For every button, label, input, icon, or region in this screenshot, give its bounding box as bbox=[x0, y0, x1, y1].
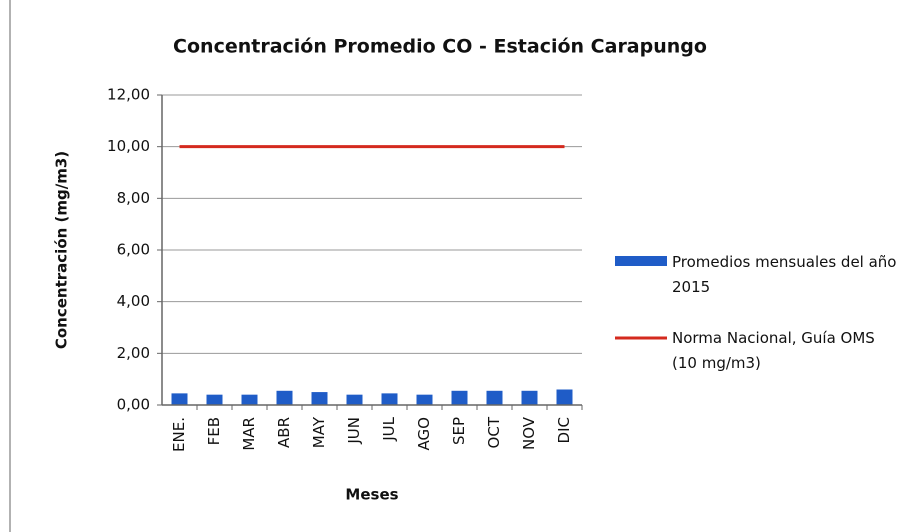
bar bbox=[416, 394, 433, 405]
bar bbox=[556, 389, 573, 405]
bar bbox=[346, 394, 363, 405]
bar bbox=[451, 390, 468, 405]
x-tick-label: NOV bbox=[520, 416, 538, 450]
bar bbox=[206, 394, 223, 405]
y-tick-label: 6,00 bbox=[117, 241, 150, 259]
bar bbox=[171, 393, 188, 405]
y-tick-label: 4,00 bbox=[117, 292, 150, 310]
bar bbox=[276, 390, 293, 405]
y-tick-label: 2,00 bbox=[117, 344, 150, 362]
x-tick-label: AGO bbox=[415, 417, 433, 450]
bar bbox=[311, 392, 328, 405]
bar bbox=[486, 390, 503, 405]
bar bbox=[241, 394, 258, 405]
y-tick-label: 0,00 bbox=[117, 396, 150, 414]
legend-label: Norma Nacional, Guía OMS (10 mg/m3) bbox=[672, 329, 875, 372]
x-tick-label: MAR bbox=[240, 417, 258, 451]
y-axis-title: Concentración (mg/m3) bbox=[53, 151, 71, 349]
y-tick-label: 10,00 bbox=[107, 137, 150, 155]
x-tick-label: DIC bbox=[555, 417, 573, 443]
x-tick-label: JUN bbox=[345, 417, 363, 445]
x-tick-label: FEB bbox=[205, 417, 223, 445]
bar bbox=[381, 393, 398, 405]
x-tick-label: JUL bbox=[380, 416, 398, 441]
y-tick-label: 8,00 bbox=[117, 189, 150, 207]
x-tick-label: ABR bbox=[275, 417, 293, 448]
x-tick-label: MAY bbox=[310, 416, 328, 448]
chart-title: Concentración Promedio CO - Estación Car… bbox=[173, 36, 707, 58]
y-tick-label: 12,00 bbox=[107, 86, 150, 104]
legend-swatch bbox=[615, 256, 667, 266]
x-axis-title: Meses bbox=[345, 486, 398, 504]
legend-label: Promedios mensuales del año 2015 bbox=[672, 253, 897, 296]
x-tick-label: ENE. bbox=[170, 417, 188, 452]
x-tick-label: SEP bbox=[450, 417, 468, 445]
x-tick-label: OCT bbox=[485, 416, 503, 448]
bar bbox=[521, 390, 538, 405]
